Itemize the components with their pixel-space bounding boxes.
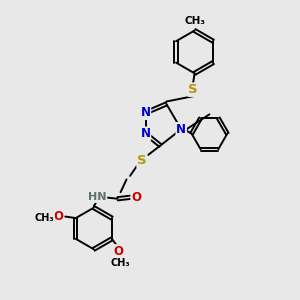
Text: O: O bbox=[131, 191, 141, 204]
Text: N: N bbox=[140, 106, 151, 119]
Text: O: O bbox=[113, 245, 123, 258]
Text: CH₃: CH₃ bbox=[111, 258, 130, 268]
Text: N: N bbox=[140, 127, 151, 140]
Text: N: N bbox=[176, 123, 186, 136]
Text: O: O bbox=[54, 210, 64, 223]
Text: S: S bbox=[188, 83, 198, 96]
Text: HN: HN bbox=[88, 192, 106, 202]
Text: CH₃: CH₃ bbox=[184, 16, 205, 26]
Text: S: S bbox=[137, 154, 147, 167]
Text: CH₃: CH₃ bbox=[34, 213, 54, 223]
